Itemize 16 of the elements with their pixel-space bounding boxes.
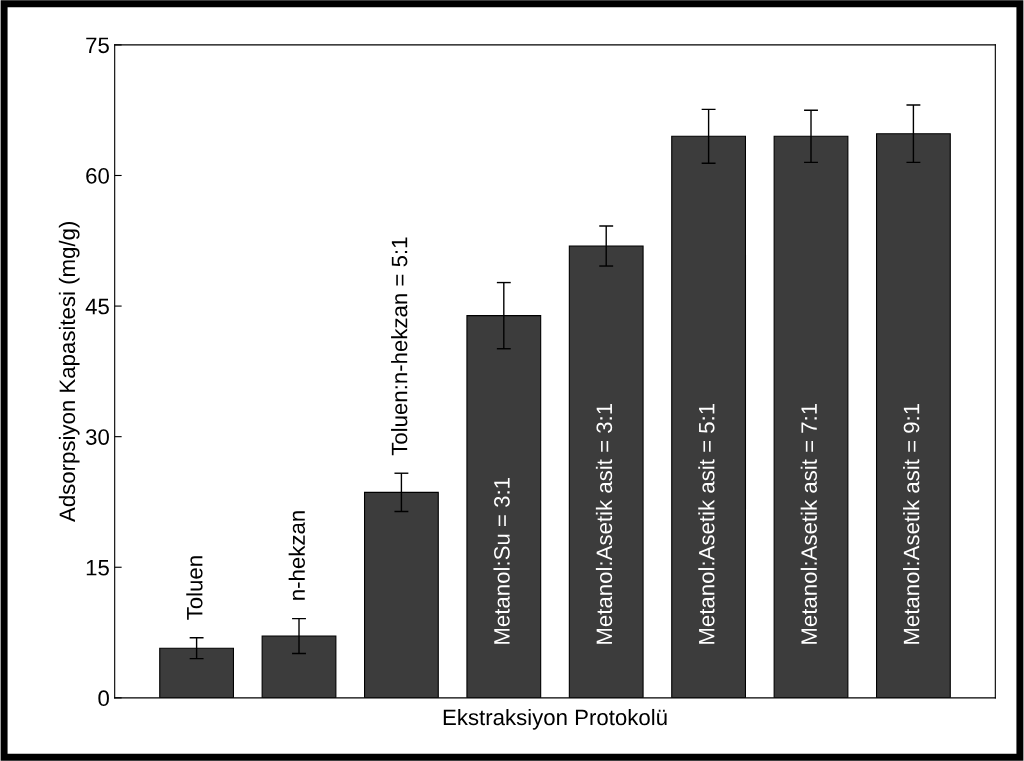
x-tick-label: Metanol:Asetik asit = 9:1	[903, 403, 920, 644]
x-tick-label: Metanol:Asetik asit = 5:1	[698, 403, 715, 644]
x-tick-label: Metanol:Asetik asit = 3:1	[595, 403, 613, 644]
x-tick-label: n-hekzan	[288, 511, 305, 600]
y-tick-label: 75	[86, 37, 109, 54]
y-tick-label: 0	[98, 690, 109, 707]
y-tick-label: 45	[85, 298, 109, 315]
x-tick-label: Metanol:Asetik asit = 7:1	[800, 403, 817, 644]
x-axis-title: Ekstraksiyon Protokolü	[443, 708, 667, 730]
x-tick-label: Metanol:Su = 3:1	[493, 478, 510, 644]
x-tick-label: Toluen:n-hekzan = 5:1	[391, 237, 408, 456]
y-axis-title: Adsorpsiyon Kapasitesi (mg/g)	[58, 222, 80, 522]
x-tick-label: Toluen	[186, 556, 203, 620]
y-tick-label: 60	[86, 168, 109, 184]
y-tick-label: 30	[85, 429, 109, 445]
y-tick-label: 15	[86, 560, 109, 576]
